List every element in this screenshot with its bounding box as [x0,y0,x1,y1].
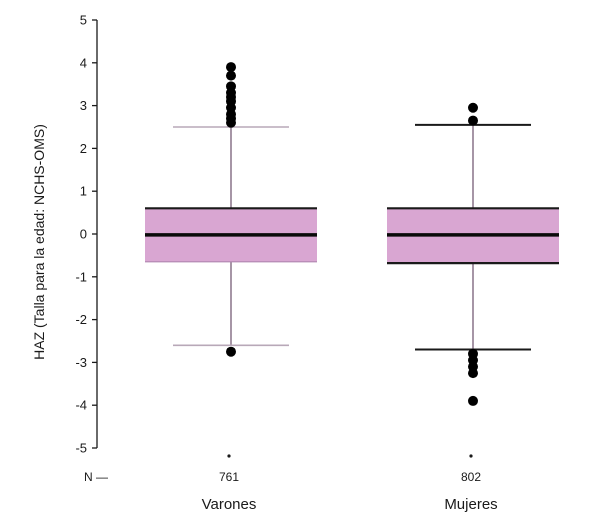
y-tick-label: -1 [75,269,87,284]
box-group-varones [145,62,317,357]
outlier-point [226,62,236,73]
group-n-label: 802 [461,470,481,484]
outlier-point [468,368,478,379]
outlier-point [226,117,236,128]
y-tick-label: 2 [80,141,87,156]
y-axis: 5 4 3 2 1 0 -1 -2 -3 -4 -5 HAZ (Talla para la edad:… [31,13,108,485]
y-tick-label: 3 [80,98,87,113]
outlier-point [468,395,478,406]
y-axis-title: HAZ (Talla para la edad: NCHS-OMS) [31,124,47,360]
y-tick-label: 1 [80,184,87,199]
y-tick-label: 5 [80,13,87,28]
group-n-label: 761 [219,470,239,484]
outlier-point [226,346,236,357]
outlier-point [468,115,478,126]
y-tick-label: 4 [80,55,87,70]
outlier-point [468,102,478,113]
box-group-mujeres [387,102,559,406]
n-prefix-label: N — [84,470,108,484]
y-tick-label: -4 [75,398,87,413]
category-dot-marker [227,454,231,458]
box-groups [145,62,559,406]
y-tick-label: 0 [80,227,87,242]
category-label: Mujeres [444,496,497,513]
outlier-point [226,70,236,81]
category-labels: 761 Varones 802 Mujeres [202,454,498,513]
y-tick-label: -2 [75,312,87,327]
category-label: Varones [202,496,257,513]
y-tick-label: -5 [75,441,87,456]
category-dot-marker [469,454,473,458]
y-tick-label: -3 [75,355,87,370]
